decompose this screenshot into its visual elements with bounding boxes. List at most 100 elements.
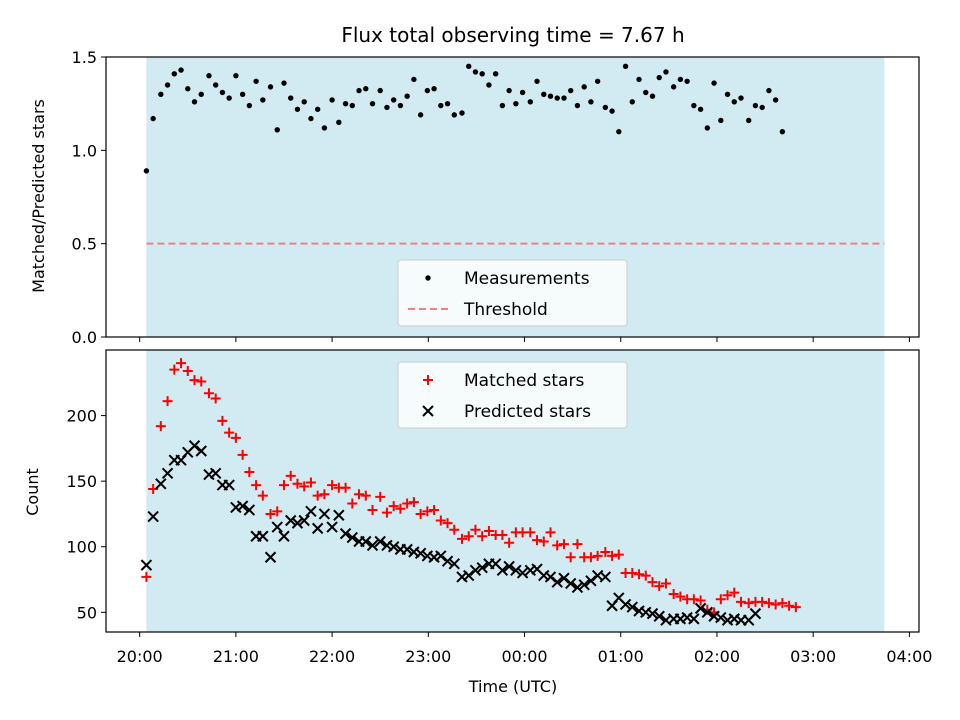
matched-point (613, 549, 624, 560)
predicted-point (496, 564, 509, 577)
matched-point (189, 375, 200, 386)
matched-point (497, 529, 508, 540)
matched-point (585, 552, 596, 563)
matched-point (675, 591, 686, 602)
measurement-point (499, 102, 506, 109)
matched-point (729, 587, 740, 598)
measurement-point (281, 80, 287, 86)
measurement-point (219, 89, 226, 96)
matched-point (470, 524, 481, 535)
matched-point (375, 491, 386, 502)
predicted-point (257, 530, 269, 542)
predicted-point (155, 478, 167, 490)
matched-point (312, 490, 323, 501)
measurement-point (779, 128, 786, 135)
measurement-point (198, 91, 204, 98)
measurement-point (731, 99, 737, 105)
predicted-point (715, 611, 727, 624)
measurement-point (239, 91, 246, 98)
measurement-point (656, 74, 662, 81)
matched-point (483, 526, 494, 537)
measurement-point (150, 115, 156, 122)
matched-point (668, 588, 679, 599)
predicted-point (435, 550, 447, 562)
matched-point (182, 365, 193, 376)
predicted-point (236, 500, 249, 512)
predicted-point (147, 510, 159, 523)
predicted-point (448, 558, 460, 570)
measurement-point (472, 69, 479, 75)
measurement-point (704, 125, 711, 131)
measurement-point (390, 97, 397, 103)
measurement-point (308, 115, 314, 122)
bottom-y-tick-label: 100 (66, 538, 97, 557)
matched-point (169, 364, 180, 375)
measurement-point (260, 97, 266, 103)
predicted-point (374, 535, 386, 548)
matched-point (292, 478, 303, 489)
predicted-point (626, 601, 638, 613)
x-tick-label: 02:00 (694, 647, 740, 666)
top-y-tick-label: 0.5 (72, 235, 97, 254)
measurement-point (212, 82, 219, 88)
measurement-point (766, 87, 772, 94)
matched-point (600, 546, 611, 557)
predicted-point (441, 555, 454, 567)
matched-point (736, 596, 747, 607)
legend-label: Matched stars (464, 371, 584, 391)
measurement-point (677, 76, 684, 83)
measurement-point (438, 102, 444, 109)
matched-point (647, 577, 658, 588)
matched-point (210, 393, 221, 404)
matched-point (784, 600, 795, 611)
matched-point (592, 550, 603, 561)
matched-point (463, 531, 474, 542)
matched-point (402, 498, 413, 509)
matched-point (237, 449, 248, 460)
x-tick-label: 21:00 (213, 647, 259, 666)
predicted-point (140, 559, 153, 571)
measurement-point (384, 104, 390, 111)
matched-point (381, 507, 392, 518)
top-y-tick-label: 1.0 (72, 141, 97, 160)
matched-point (743, 598, 754, 609)
matched-point (565, 552, 576, 563)
matched-point (217, 415, 228, 426)
top-y-tick-label: 1.5 (72, 48, 97, 67)
measurement-point (574, 102, 581, 109)
measurement-point (513, 100, 519, 107)
predicted-point (195, 445, 207, 457)
matched-point (257, 490, 268, 501)
measurement-point (602, 104, 609, 111)
measurement-point (746, 117, 752, 124)
matched-point (757, 596, 768, 607)
x-tick-label: 00:00 (501, 647, 547, 666)
measurement-point (609, 108, 615, 114)
predicted-point (476, 562, 488, 574)
measurement-point (417, 112, 424, 118)
measurement-point (643, 89, 649, 96)
matched-point (230, 432, 241, 443)
matched-point (395, 503, 406, 514)
predicted-point (571, 581, 584, 594)
legend-label: Measurements (464, 269, 590, 289)
matched-point (196, 376, 207, 387)
measurement-point (185, 86, 191, 92)
predicted-point (414, 547, 427, 560)
matched-point (763, 598, 774, 609)
matched-point (627, 567, 638, 578)
matched-point (558, 539, 569, 550)
measurement-point (336, 119, 342, 126)
measurement-point (301, 99, 307, 105)
matched-point (340, 482, 351, 493)
matched-point (654, 581, 665, 592)
predicted-point (366, 539, 379, 552)
matched-point (176, 358, 187, 369)
matched-point (360, 490, 371, 501)
top-y-tick-label: 0.0 (72, 328, 97, 347)
measurement-point (342, 100, 349, 107)
measurement-point (697, 106, 704, 112)
measurement-point (424, 87, 431, 94)
predicted-point (619, 598, 632, 611)
predicted-point (387, 541, 400, 553)
